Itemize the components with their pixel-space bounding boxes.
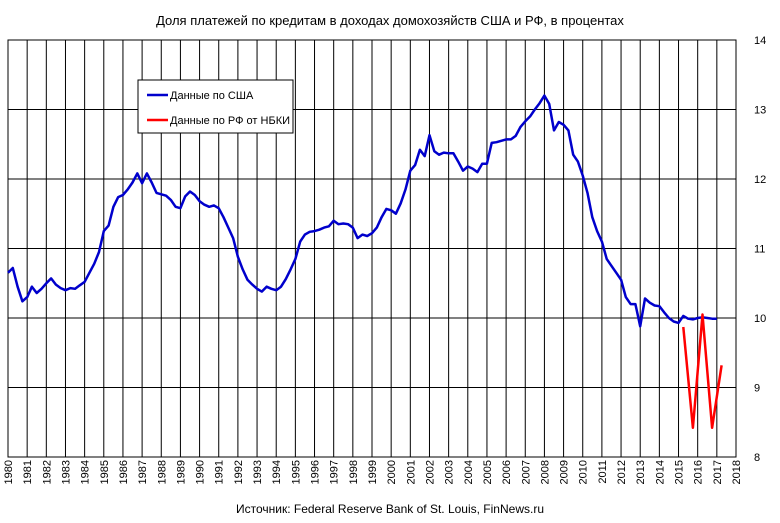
- x-tick-label: 2014: [654, 460, 666, 484]
- x-tick-label: 1981: [22, 460, 34, 484]
- x-tick-label: 1996: [310, 460, 322, 484]
- x-tick-label: 1994: [271, 460, 283, 484]
- x-tick-label: 1982: [41, 460, 53, 484]
- legend: Данные по США Данные по РФ от НБКИ: [137, 79, 294, 134]
- y-tick-label: 9: [754, 383, 760, 395]
- x-tick-label: 1987: [137, 460, 149, 484]
- y-tick-label: 12: [754, 174, 766, 186]
- x-tick-label: 2001: [405, 460, 417, 484]
- x-tick-label: 2012: [616, 460, 628, 484]
- x-tick-label: 2000: [386, 460, 398, 484]
- x-tick-label: 1992: [233, 460, 245, 484]
- x-tick-label: 1988: [156, 460, 168, 484]
- series-line-1: [7, 94, 717, 328]
- x-tick-label: 2005: [482, 460, 494, 484]
- x-tick-label: 1997: [329, 460, 341, 484]
- x-tick-label: 1990: [195, 460, 207, 484]
- series-lines: [7, 94, 723, 430]
- x-tick-label: 1986: [118, 460, 130, 484]
- y-tick-label: 11: [754, 244, 765, 256]
- x-tick-label: 2003: [444, 460, 456, 484]
- x-axis: 1980 1981 1982 1983 1984 1985 1986 1987 1988 1989…: [3, 460, 743, 484]
- legend-label: Данные по РФ от НБКИ: [170, 115, 290, 127]
- x-tick-label: 2018: [731, 460, 743, 484]
- x-tick-label: 2016: [693, 460, 705, 484]
- x-tick-label: 2017: [712, 460, 724, 484]
- chart-title: Доля платежей по кредитам в доходах домо…: [156, 13, 624, 28]
- x-tick-label: 1989: [175, 460, 187, 484]
- x-tick-label: 1999: [367, 460, 379, 484]
- y-tick-label: 10: [754, 313, 766, 325]
- legend-box: [137, 79, 294, 134]
- x-tick-label: 1980: [3, 460, 15, 484]
- x-tick-label: 2008: [539, 460, 551, 484]
- x-tick-label: 2007: [520, 460, 532, 484]
- x-tick-label: 2011: [597, 460, 609, 484]
- x-tick-label: 2006: [501, 460, 513, 484]
- x-tick-label: 2004: [463, 460, 475, 484]
- grid-lines: [7, 39, 737, 458]
- x-tick-label: 1983: [60, 460, 72, 484]
- plot-area: [7, 39, 737, 458]
- x-tick-label: 2015: [674, 460, 686, 484]
- x-tick-label: 1991: [214, 460, 226, 484]
- series-line-2: [682, 313, 723, 430]
- x-tick-label: 1984: [80, 460, 92, 484]
- source-note: Источник: Federal Reserve Bank of St. Lo…: [235, 502, 544, 516]
- legend-label: Данные по США: [170, 90, 254, 102]
- y-tick-label: 14: [754, 35, 766, 47]
- x-tick-label: 1995: [290, 460, 302, 484]
- y-axis: 8 9 10 11 12 13 14: [754, 35, 766, 464]
- x-tick-label: 2013: [635, 460, 647, 484]
- y-tick-label: 8: [754, 452, 760, 464]
- y-tick-label: 13: [754, 105, 766, 117]
- x-tick-label: 2002: [424, 460, 436, 484]
- x-tick-label: 1998: [348, 460, 360, 484]
- x-tick-label: 1985: [99, 460, 111, 484]
- x-tick-label: 1993: [252, 460, 264, 484]
- x-tick-label: 2010: [578, 460, 590, 484]
- x-tick-label: 2009: [559, 460, 571, 484]
